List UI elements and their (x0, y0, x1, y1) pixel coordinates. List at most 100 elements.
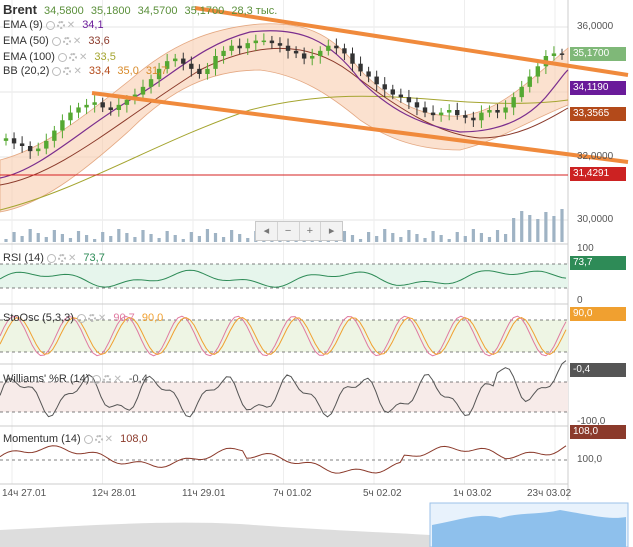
williams-bottom-tick: -100,0 (577, 416, 606, 427)
low-value: 34,5700 (137, 5, 178, 17)
close-icon[interactable]: ✕ (72, 36, 82, 47)
candle-body (487, 110, 492, 113)
volume-bar (512, 218, 516, 242)
stoch-legend: StoOsc (5,3,3) ✕ 90,7 90,0 (3, 312, 163, 324)
volume-bar (560, 209, 564, 242)
volume-bar (101, 232, 105, 242)
bollinger-band (0, 23, 569, 213)
ema100-value: 33,5 (94, 51, 116, 63)
volume-bar (109, 236, 113, 242)
close-icon[interactable]: ✕ (66, 20, 76, 31)
volume-bar (84, 235, 89, 242)
candle-body (116, 104, 122, 110)
eye-icon[interactable] (45, 20, 55, 30)
volume-bar (68, 238, 73, 242)
williams-tag: -0,4 (570, 363, 626, 377)
rsi-bottom-tick: 0 (577, 295, 583, 306)
volume-bar (165, 231, 169, 242)
gear-icon[interactable] (63, 67, 72, 76)
gear-icon[interactable] (103, 375, 112, 384)
candle-body (422, 107, 428, 113)
candle-body (511, 97, 516, 108)
gear-icon[interactable] (68, 53, 77, 62)
volume-bar (471, 229, 475, 242)
volume-bar (375, 236, 379, 242)
eye-icon[interactable] (57, 52, 67, 62)
candle-body (479, 112, 484, 121)
close-icon[interactable]: ✕ (67, 253, 77, 264)
candle-body (181, 58, 186, 64)
eye-icon[interactable] (92, 374, 102, 384)
volume-bar (487, 237, 492, 242)
volume-bar (205, 229, 210, 242)
volume-bar (528, 215, 532, 242)
close-icon[interactable]: ✕ (104, 434, 114, 445)
zoom-in-button[interactable]: + (300, 222, 322, 240)
close-icon[interactable]: ✕ (78, 52, 88, 63)
upper-trendline (194, 6, 629, 77)
candle-body (301, 53, 307, 59)
candle-body (189, 63, 194, 69)
time-tick: 11ч 29.01 (182, 488, 226, 499)
candle-body (100, 102, 105, 108)
volume-bar (28, 229, 32, 242)
time-tick: 23ч 03.02 (527, 488, 572, 499)
eye-icon[interactable] (52, 66, 62, 76)
time-tick: 7ч 01.02 (273, 488, 312, 499)
volume-bar (495, 230, 500, 242)
eye-icon[interactable] (76, 313, 86, 323)
candle-body (261, 40, 267, 43)
close-icon[interactable]: ✕ (73, 66, 82, 77)
close-icon[interactable]: ✕ (97, 313, 107, 324)
ema9-legend: EMA (9) ✕ 34,1 (3, 19, 104, 31)
ema100-legend: EMA (100) ✕ 33,5 (3, 51, 116, 63)
volume-bar (391, 233, 395, 242)
candle-body (124, 99, 130, 105)
candle-body (390, 89, 395, 95)
volume-bar (189, 232, 193, 242)
scroll-left-button[interactable]: ◂ (256, 222, 278, 240)
gear-icon[interactable] (62, 37, 71, 46)
gear-icon[interactable] (56, 21, 65, 30)
support-tag: 31,4291 (570, 167, 626, 181)
gear-icon[interactable] (57, 254, 66, 263)
eye-icon[interactable] (46, 253, 56, 263)
candle-body (310, 56, 315, 59)
volume-bar (157, 238, 161, 242)
volume-bar (455, 232, 459, 242)
candle-body (92, 102, 97, 105)
volume-bar (20, 236, 24, 242)
price-tick: 30,0000 (577, 214, 614, 225)
stoch-name: StoOsc (5,3,3) (3, 312, 74, 324)
scroll-right-button[interactable]: ▸ (328, 225, 335, 237)
close-value: 35,1700 (184, 5, 225, 17)
eye-icon[interactable] (83, 434, 93, 444)
eye-icon[interactable] (51, 36, 61, 46)
volume-bar (221, 237, 226, 242)
candle-body (527, 76, 532, 87)
volume-bar (117, 229, 121, 242)
volume-bar (149, 234, 153, 242)
volume-bars (4, 209, 564, 242)
close-icon[interactable]: ✕ (113, 374, 122, 385)
overview-window-area (432, 510, 626, 547)
bb-mid-value: 33,4 (88, 65, 111, 77)
price-tick: 32,0000 (577, 151, 614, 162)
bb-name: BB (20,2) (3, 65, 50, 77)
zoom-out-button[interactable]: − (278, 222, 300, 240)
rsi-top-tick: 100 (577, 243, 594, 254)
volume-bar (520, 211, 524, 242)
volume-bar (133, 237, 137, 242)
gear-icon[interactable] (94, 435, 103, 444)
open-value: 34,5800 (44, 5, 84, 17)
time-tick: 1ч 03.02 (453, 488, 492, 499)
volume-bar (367, 232, 371, 242)
volume-bar (213, 233, 218, 242)
symbol-name[interactable]: Brent (3, 2, 37, 17)
gear-icon[interactable] (87, 314, 96, 323)
candle-body (455, 110, 460, 116)
candle-body (463, 115, 468, 118)
stoch-d-value: 90,0 (141, 312, 164, 324)
candle-body (318, 50, 323, 56)
williams-name: Williams' %R (14) (3, 373, 90, 385)
